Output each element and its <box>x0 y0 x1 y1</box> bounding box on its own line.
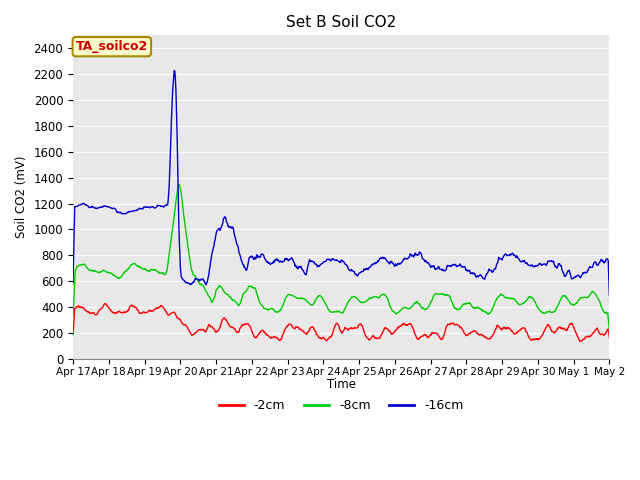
-2cm <box>170 310 177 315</box>
-2cm <box>386 328 394 334</box>
-8cm <box>292 295 300 300</box>
-16cm <box>605 293 613 299</box>
-16cm <box>95 205 102 211</box>
-16cm <box>386 261 394 267</box>
-8cm <box>605 327 613 333</box>
Line: -16cm: -16cm <box>73 71 609 296</box>
-8cm <box>175 181 182 187</box>
-8cm <box>579 295 587 300</box>
-8cm <box>386 302 394 308</box>
-2cm <box>576 338 584 344</box>
-8cm <box>95 270 102 276</box>
-16cm <box>69 280 77 286</box>
X-axis label: Time: Time <box>326 378 356 391</box>
Legend: -2cm, -8cm, -16cm: -2cm, -8cm, -16cm <box>214 395 468 418</box>
-2cm <box>95 308 102 314</box>
-8cm <box>588 289 595 295</box>
-2cm <box>605 335 613 341</box>
-2cm <box>588 332 596 337</box>
-16cm <box>169 89 177 95</box>
-2cm <box>69 331 77 337</box>
-2cm <box>580 336 588 342</box>
-16cm <box>579 270 587 276</box>
Line: -2cm: -2cm <box>73 303 609 341</box>
Text: TA_soilco2: TA_soilco2 <box>76 40 148 53</box>
-2cm <box>101 300 109 306</box>
-2cm <box>292 324 300 330</box>
Title: Set B Soil CO2: Set B Soil CO2 <box>286 15 396 30</box>
-16cm <box>588 264 595 270</box>
-8cm <box>169 225 177 231</box>
Y-axis label: Soil CO2 (mV): Soil CO2 (mV) <box>15 156 28 239</box>
-16cm <box>292 264 300 269</box>
-8cm <box>69 313 77 319</box>
-16cm <box>170 68 178 73</box>
Line: -8cm: -8cm <box>73 184 609 330</box>
